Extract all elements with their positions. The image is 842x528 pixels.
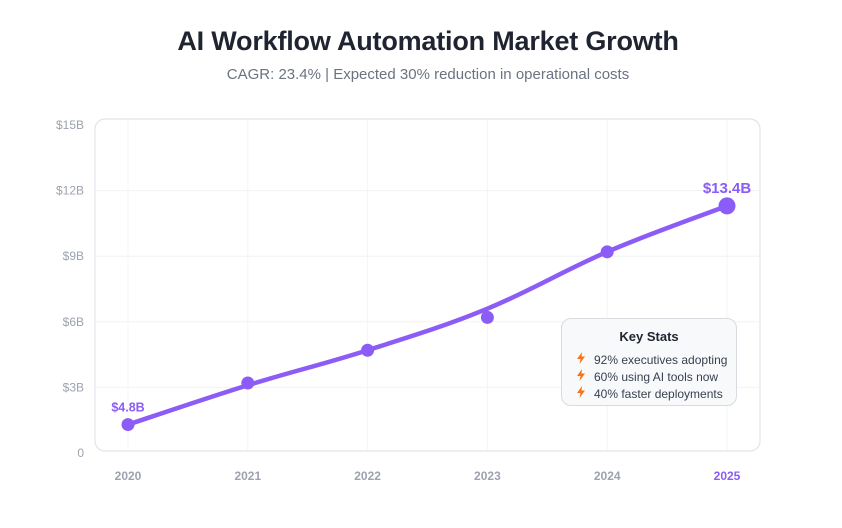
key-stats-panel: Key Stats 92% executives adopting 60% us… [561,318,737,406]
lightning-bolt-icon [576,386,586,401]
key-stat-item: 40% faster deployments [576,385,736,402]
lightning-bolt-icon [576,352,586,367]
x-axis-ticks: 2020 2021 2022 2023 2024 2025 [115,469,741,483]
y-tick-label: $9B [63,249,84,263]
key-stat-text: 92% executives adopting [594,352,728,367]
y-tick-label: $15B [56,118,84,132]
key-stat-text: 60% using AI tools now [594,369,719,384]
data-label: $4.8B [111,401,144,415]
data-point [600,245,614,259]
lightning-bolt-icon [576,369,586,384]
x-tick-label: 2022 [354,469,381,483]
y-tick-label: $12B [56,184,84,198]
x-tick-label: 2021 [234,469,261,483]
x-tick-label: 2020 [115,469,142,483]
y-tick-label: $3B [63,380,84,394]
y-tick-label: $6B [63,315,84,329]
series-line [125,203,730,427]
data-point [480,310,494,324]
y-axis-ticks: 0 $3B $6B $9B $12B $15B [56,118,84,460]
data-point [361,343,375,357]
x-tick-label: 2023 [474,469,501,483]
x-tick-label: 2025 [714,469,741,483]
chart-subtitle: CAGR: 23.4% | Expected 30% reduction in … [226,66,630,83]
key-stat-item: 92% executives adopting [576,351,736,368]
data-points [121,197,736,432]
data-point [718,197,736,215]
key-stats-title: Key Stats [619,329,679,344]
chart-title: AI Workflow Automation Market Growth [177,26,679,56]
key-stat-item: 60% using AI tools now [576,368,736,385]
data-point [121,418,135,432]
data-point [241,376,255,390]
data-labels: $4.8B $13.4B [111,180,751,415]
data-label: $13.4B [703,180,752,197]
y-tick-label: 0 [77,446,84,460]
x-tick-label: 2024 [594,469,621,483]
key-stat-text: 40% faster deployments [594,386,723,401]
